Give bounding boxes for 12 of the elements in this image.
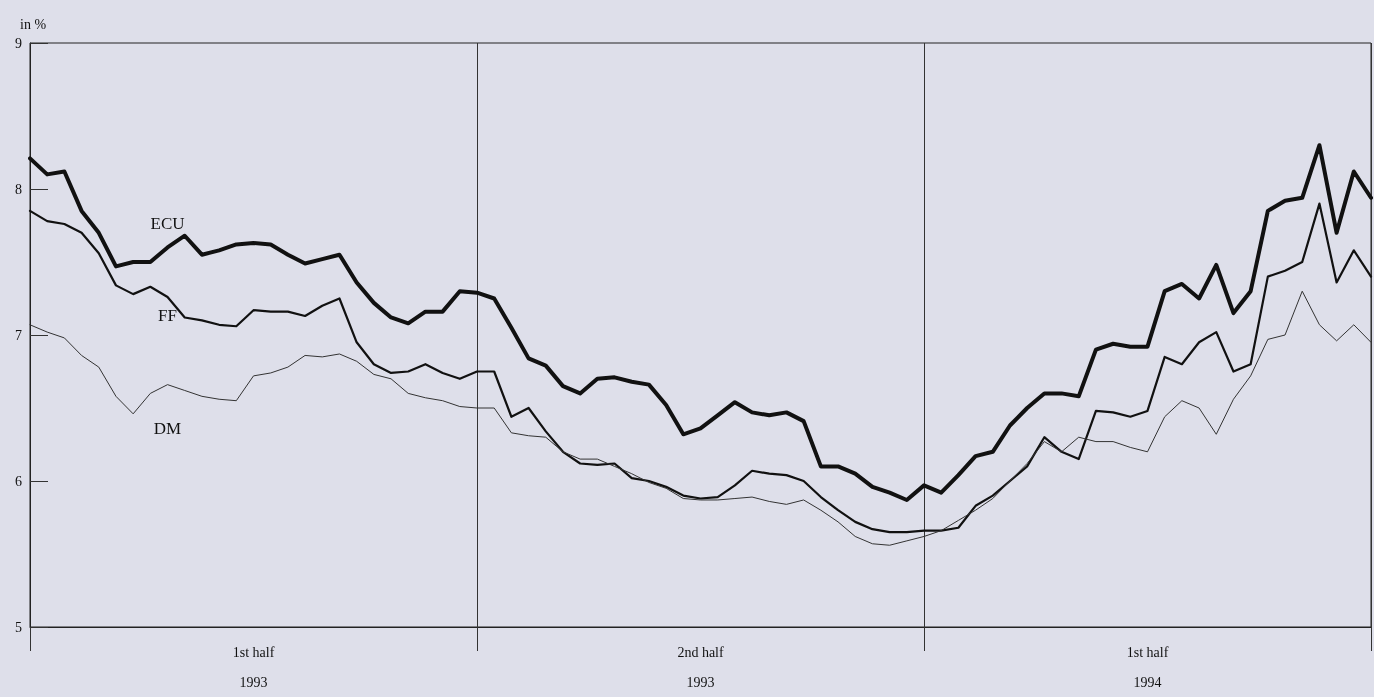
y-tick-label: 6 [15,473,22,489]
series-label: ECU [150,213,185,233]
x-tick-label: 2nd half 1993 [677,644,724,690]
y-axis-title: in % [20,16,47,32]
y-tick-label: 8 [15,181,22,197]
y-tick-label: 7 [15,327,22,343]
y-tick-label: 5 [15,619,22,635]
y-tick-label: 9 [15,35,22,51]
series-label: FF [158,305,177,325]
series-label: DM [153,419,182,439]
x-tick-label: 1st half 1993 [232,644,275,690]
x-tick-label: 1st half 1994 [1126,644,1169,690]
